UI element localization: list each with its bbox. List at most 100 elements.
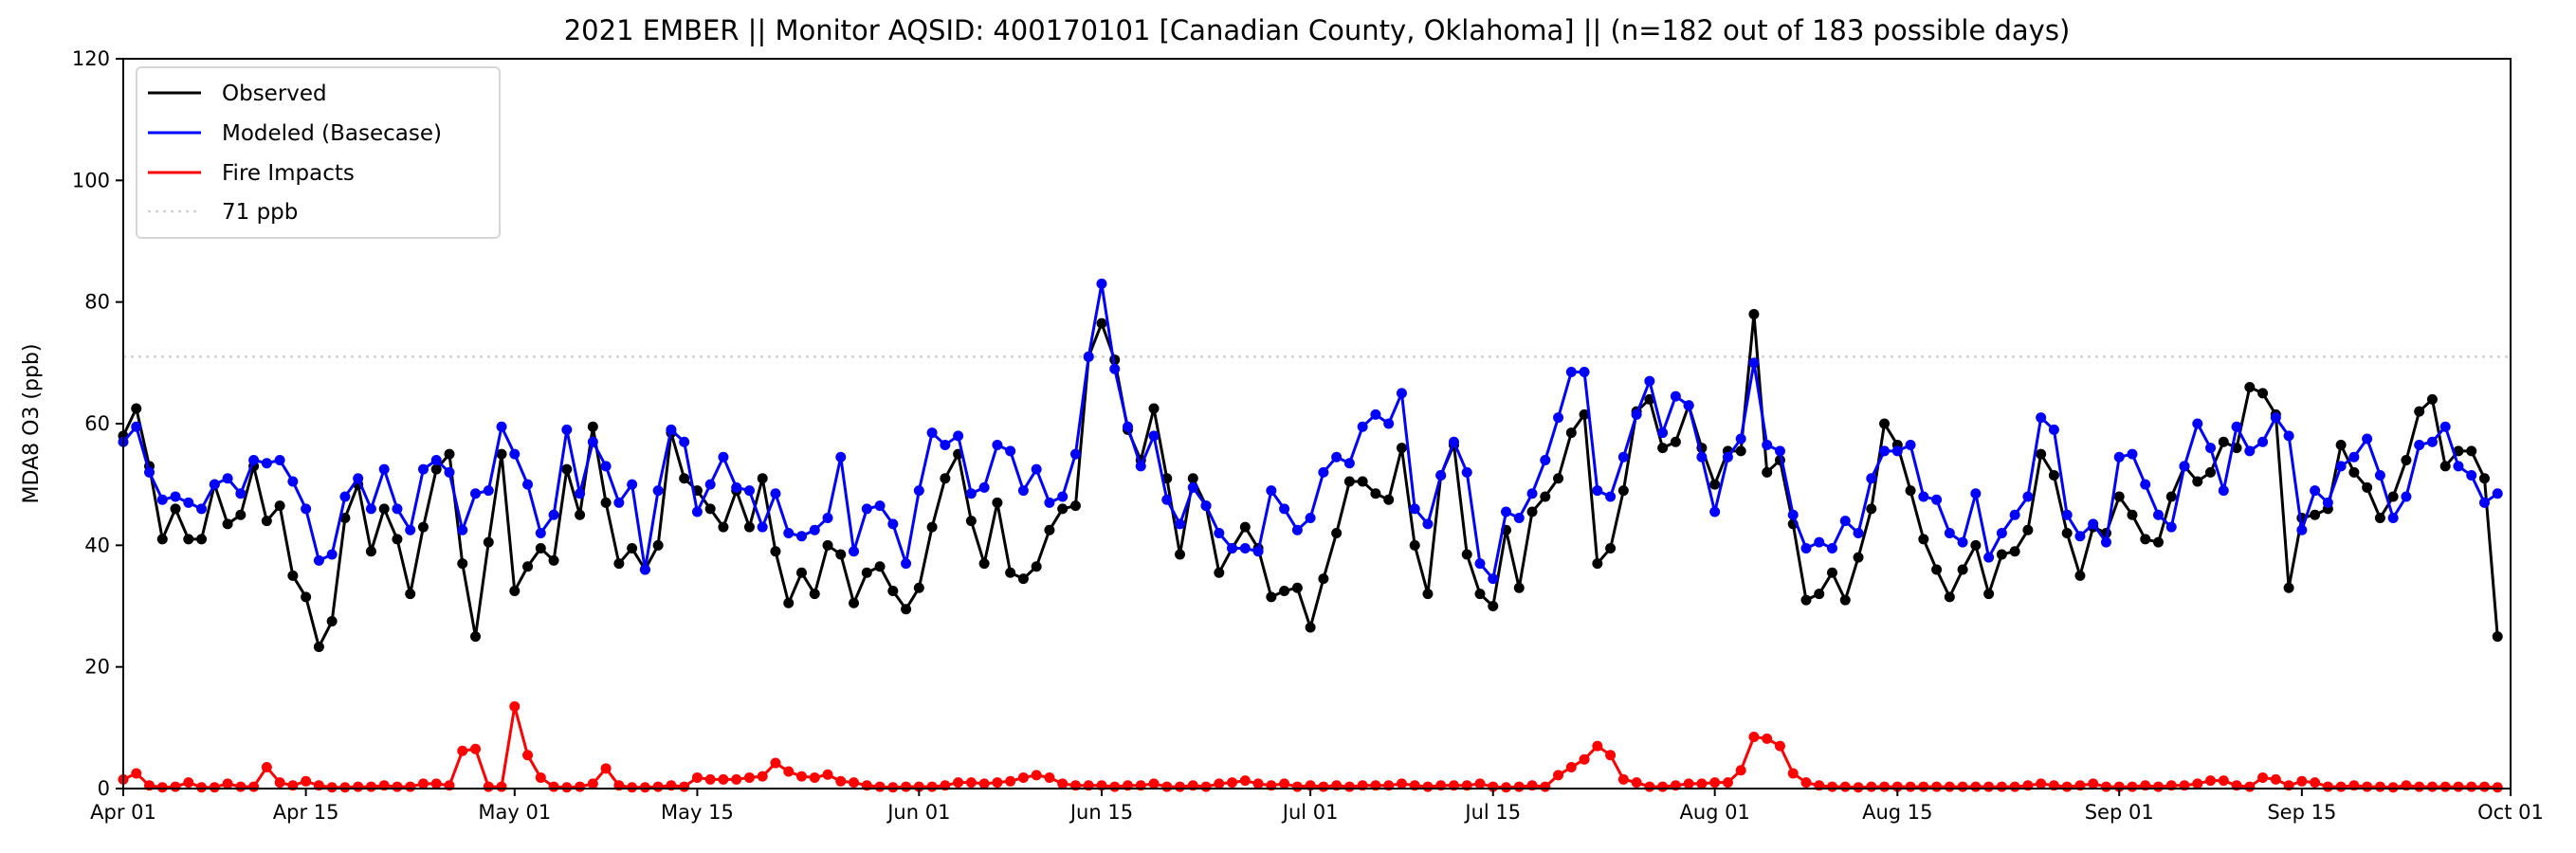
data-point [417, 463, 429, 475]
data-point [1109, 363, 1121, 374]
data-point [1526, 506, 1538, 517]
x-tick-label: Jun 15 [1069, 801, 1133, 824]
data-point [378, 503, 390, 515]
data-point [1657, 427, 1669, 439]
data-point [1866, 473, 1877, 484]
data-point [1161, 781, 1173, 792]
data-point [1422, 589, 1434, 600]
data-point [2362, 781, 2373, 792]
data-point [2009, 781, 2020, 792]
data-point [1918, 491, 1929, 502]
data-point [1579, 408, 1590, 420]
data-point [731, 481, 742, 493]
data-point [2335, 781, 2347, 792]
data-point [430, 778, 442, 789]
data-point [522, 479, 534, 490]
data-point [887, 518, 899, 530]
data-point [1461, 466, 1472, 478]
data-point [1957, 781, 1968, 792]
data-point [222, 473, 233, 484]
data-point [170, 503, 181, 515]
data-point [1866, 503, 1877, 515]
data-point [1696, 451, 1708, 463]
data-point [809, 524, 820, 535]
x-tick-label: Apr 01 [90, 801, 156, 824]
data-point [1879, 445, 1891, 457]
data-point [2231, 421, 2242, 432]
data-point [1879, 418, 1891, 429]
y-tick-label: 0 [98, 777, 110, 800]
data-point [509, 448, 521, 460]
data-point [613, 497, 625, 508]
data-point [353, 473, 364, 484]
data-point [457, 558, 468, 570]
data-point [353, 781, 364, 792]
data-point [1827, 567, 1838, 578]
data-point [1839, 781, 1851, 792]
data-point [170, 491, 181, 502]
data-point [1931, 564, 1943, 575]
data-point [679, 436, 690, 447]
data-point [1291, 582, 1303, 593]
data-point [535, 528, 546, 538]
data-point [1005, 567, 1016, 578]
data-point [822, 512, 833, 523]
data-point [1279, 778, 1290, 789]
data-point [496, 448, 507, 460]
data-point [1148, 403, 1160, 414]
data-point [1540, 455, 1551, 465]
x-tick-label: Aug 15 [1862, 801, 1932, 824]
data-point [2218, 775, 2229, 787]
data-point [1239, 775, 1251, 787]
data-point [2492, 488, 2503, 499]
data-point [2113, 451, 2125, 463]
data-point [365, 503, 376, 515]
data-point [522, 750, 534, 761]
data-point [2140, 479, 2151, 490]
data-point [965, 516, 977, 527]
data-point [1370, 488, 1381, 499]
data-point [2127, 781, 2138, 792]
data-point [1631, 408, 1642, 420]
data-point [1983, 552, 1995, 563]
data-point [326, 782, 338, 793]
data-point [926, 521, 938, 533]
data-point [209, 782, 220, 793]
data-point [887, 585, 899, 596]
data-point [849, 597, 860, 608]
data-point [1422, 518, 1434, 530]
data-point [1670, 436, 1681, 447]
data-point [1318, 466, 1329, 478]
data-point [2401, 455, 2412, 465]
data-point [1383, 418, 1395, 429]
data-point [1396, 443, 1407, 454]
data-point [1722, 777, 1733, 789]
data-point [1305, 512, 1316, 523]
data-point [2244, 445, 2256, 457]
legend-label: Observed [222, 82, 327, 106]
data-point [1565, 762, 1577, 773]
data-point [2348, 451, 2360, 463]
data-point [2022, 491, 2034, 502]
data-point [874, 561, 886, 572]
legend-box [136, 66, 501, 239]
data-point [483, 781, 494, 792]
data-point [1827, 543, 1838, 554]
data-point [1814, 536, 1825, 548]
data-point [470, 743, 482, 754]
data-point [731, 773, 742, 785]
y-tick-label: 20 [84, 656, 110, 679]
data-point [1657, 443, 1669, 454]
data-point [1735, 445, 1746, 457]
data-point [522, 561, 534, 572]
data-point [2074, 570, 2086, 581]
data-point [1970, 488, 1982, 499]
data-point [783, 766, 795, 777]
data-point [1331, 528, 1343, 538]
data-point [795, 531, 807, 542]
series-observed [118, 309, 2503, 652]
data-point [2296, 524, 2308, 535]
data-point [2022, 524, 2034, 535]
legend-label-reference: 71 ppb [222, 200, 298, 225]
data-point [1422, 781, 1434, 792]
